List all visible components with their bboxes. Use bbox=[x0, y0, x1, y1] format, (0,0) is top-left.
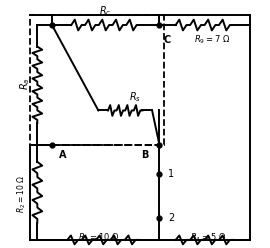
Text: A: A bbox=[59, 150, 67, 159]
Text: $R_c$: $R_c$ bbox=[100, 4, 112, 18]
Text: $R_4 = 5\ \Omega$: $R_4 = 5\ \Omega$ bbox=[190, 231, 226, 244]
Text: B: B bbox=[141, 150, 148, 159]
Text: $R_2 = 10\ \Omega$: $R_2 = 10\ \Omega$ bbox=[15, 175, 28, 213]
Text: 1: 1 bbox=[168, 169, 174, 179]
Text: C: C bbox=[163, 35, 170, 45]
Text: $R_3 = 10\ \Omega$: $R_3 = 10\ \Omega$ bbox=[77, 231, 119, 244]
Text: $R_9 = 7\ \Omega$: $R_9 = 7\ \Omega$ bbox=[194, 33, 230, 46]
Text: $R_a$: $R_a$ bbox=[18, 77, 32, 90]
Text: $R_s$: $R_s$ bbox=[129, 91, 141, 104]
Text: 2: 2 bbox=[168, 213, 174, 223]
Bar bbox=[30, 15, 164, 145]
